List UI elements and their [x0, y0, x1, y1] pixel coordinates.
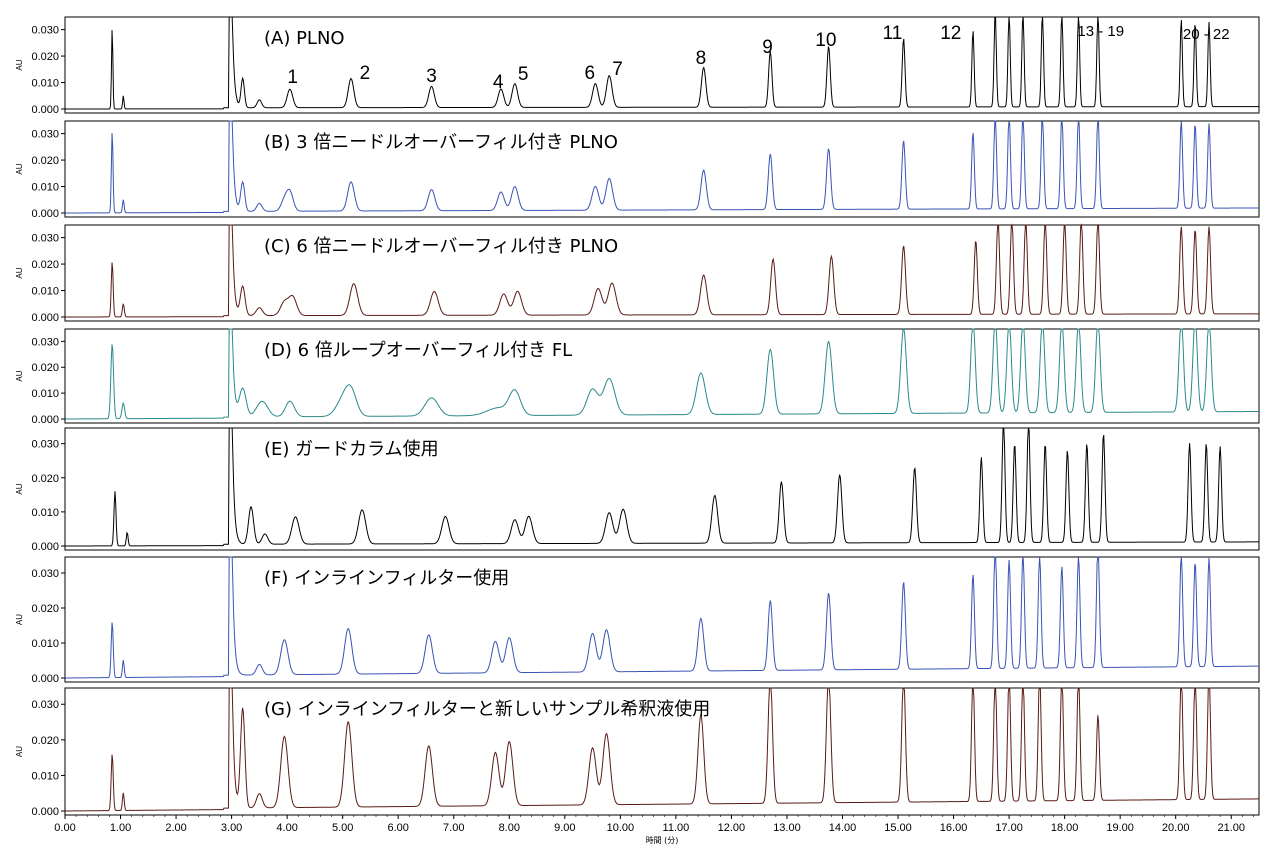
y-tick-label: 0.010: [31, 78, 59, 90]
y-tick-label: 0.020: [31, 735, 59, 747]
y-tick-label: 0.000: [31, 673, 59, 685]
peak-label: 10: [815, 30, 836, 51]
trace-line: [65, 119, 1259, 214]
y-tick-label: 0.000: [31, 104, 59, 116]
x-tick-label: 16.00: [940, 822, 968, 834]
peak-label: 12: [940, 23, 961, 44]
y-tick-label: 0.030: [31, 129, 59, 141]
panel-f: 0.000 0.010 0.020 0.030 AU (F) インラインフィルター使用: [15, 556, 1260, 685]
time-axis: 0.00 1.00 2.00 3.00 4.00 5.00 6.00 7.00 8.00 9.00…: [54, 815, 1254, 845]
y-tick-label: 0.030: [31, 568, 59, 580]
x-tick-label: 17.00: [995, 822, 1023, 834]
trace-line: [64, 556, 1260, 679]
y-tick-label: 0.010: [31, 638, 59, 650]
y-tick-label: 0.030: [31, 699, 59, 711]
y-tick-label: 0.010: [31, 507, 59, 519]
panel-title: (E) ガードカラム使用: [264, 439, 439, 460]
peak-label: 3: [426, 66, 437, 87]
y-tick-label: 0.000: [31, 208, 59, 220]
x-tick-label: 20.00: [1162, 822, 1190, 834]
y-tick-label: 0.000: [31, 414, 59, 426]
panel-title: (D) 6 倍ループオーバーフィル付き FL: [264, 340, 572, 361]
y-axis-label: AU: [15, 163, 24, 174]
trace-line: [65, 328, 1260, 420]
y-axis-label: AU: [15, 614, 24, 625]
x-tick-label: 15.00: [884, 822, 912, 834]
x-tick-label: 4.00: [276, 822, 297, 834]
panel-title: (F) インラインフィルター使用: [264, 568, 509, 589]
panel-c: 0.000 0.010 0.020 0.030 AU (C) 6 倍ニードルオーバーフィル…: [15, 223, 1260, 324]
panel-e: 0.000 0.010 0.020 0.030 AU (E) ガードカラム使用: [15, 427, 1260, 553]
y-tick-label: 0.020: [31, 51, 59, 63]
trace-line: [65, 223, 1259, 318]
x-tick-label: 14.00: [829, 822, 857, 834]
y-tick-label: 0.030: [31, 439, 59, 451]
panel-g: 0.000 0.010 0.020 0.030 AU (G) インラインフィルターと新しい…: [15, 687, 1260, 818]
peak-label: 8: [696, 48, 707, 69]
panel-title: (G) インラインフィルターと新しいサンプル希釈液使用: [264, 699, 710, 720]
x-tick-label: 9.00: [554, 822, 575, 834]
y-tick-label: 0.020: [31, 155, 59, 167]
x-tick-label: 8.00: [499, 822, 520, 834]
y-tick-label: 0.020: [31, 473, 59, 485]
x-tick-label: 11.00: [663, 822, 690, 834]
y-tick-label: 0.020: [31, 603, 59, 615]
panel-frame: [64, 556, 1260, 683]
peak-label: 4: [493, 72, 504, 93]
x-tick-label: 18.00: [1051, 822, 1079, 834]
x-tick-label: 5.00: [332, 822, 353, 834]
panel-d: 0.000 0.010 0.020 0.030 AU (D) 6 倍ループオーバーフィル付…: [15, 328, 1260, 426]
y-tick-label: 0.010: [31, 388, 59, 400]
peak-label: 6: [585, 63, 596, 84]
y-tick-label: 0.030: [31, 233, 59, 245]
y-tick-label: 0.030: [31, 25, 59, 37]
y-tick-label: 0.010: [31, 182, 59, 194]
x-tick-label: 2.00: [165, 822, 186, 834]
y-tick-label: 0.030: [31, 336, 59, 348]
trace-line: [65, 427, 1259, 547]
x-axis-label: 時間 (分): [646, 836, 679, 845]
y-axis-label: AU: [15, 370, 24, 381]
panel-frame: [64, 427, 1260, 551]
x-tick-label: 7.00: [443, 822, 464, 834]
x-tick-label: 6.00: [387, 822, 408, 834]
x-tick-label: 10.00: [607, 822, 635, 834]
x-tick-label: 21.00: [1217, 822, 1245, 834]
peak-label: 9: [762, 37, 773, 58]
peak-label: 13 - 19: [1077, 23, 1124, 40]
y-axis-label: AU: [15, 267, 24, 278]
trace-line: [64, 687, 1260, 812]
trace-line: [65, 16, 1259, 110]
y-tick-label: 0.010: [31, 286, 59, 298]
y-tick-label: 0.000: [31, 806, 59, 818]
panel-title: (A) PLNO: [264, 28, 345, 49]
panel-b: 0.000 0.010 0.020 0.030 AU (B) 3 倍ニードルオーバーフィル…: [15, 119, 1260, 220]
x-tick-label: 19.00: [1106, 822, 1134, 834]
panel-title: (B) 3 倍ニードルオーバーフィル付き PLNO: [264, 132, 618, 153]
panel-title: (C) 6 倍ニードルオーバーフィル付き PLNO: [264, 236, 618, 257]
y-tick-label: 0.020: [31, 362, 59, 374]
peak-label: 5: [518, 64, 529, 85]
peak-label: 2: [360, 63, 371, 84]
y-tick-label: 0.000: [31, 541, 59, 553]
y-tick-label: 0.000: [31, 312, 59, 324]
peak-label: 11: [883, 23, 903, 44]
peak-label: 1: [287, 67, 298, 88]
x-tick-label: 1.00: [110, 822, 131, 834]
y-axis-label: AU: [15, 59, 24, 70]
y-axis-label: AU: [15, 483, 24, 494]
y-axis-label: AU: [15, 746, 24, 757]
x-tick-label: 13.00: [773, 822, 801, 834]
x-tick-label: 0.00: [54, 822, 75, 834]
peak-label: 7: [612, 59, 623, 80]
y-tick-label: 0.010: [31, 770, 59, 782]
peak-label: 20 - 22: [1183, 26, 1230, 43]
x-tick-label: 3.00: [221, 822, 242, 834]
y-tick-label: 0.020: [31, 259, 59, 271]
panel-frame: [64, 224, 1260, 322]
x-tick-label: 12.00: [718, 822, 746, 834]
